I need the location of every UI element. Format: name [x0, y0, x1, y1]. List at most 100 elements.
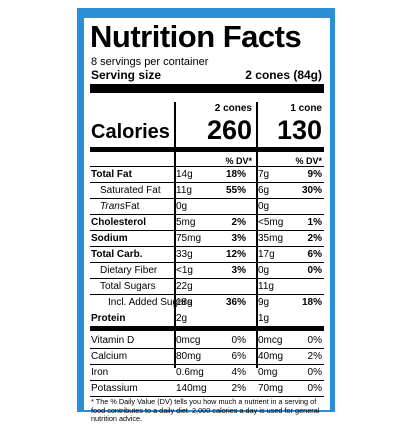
amount-1-cone: 70mg — [258, 383, 284, 394]
dv-1-cone: 2% — [307, 233, 322, 244]
dv-1-cone: 0% — [307, 335, 322, 346]
row-divider — [90, 246, 324, 247]
amount-2-cones: 0mcg — [176, 335, 201, 346]
nutrition-facts-panel: Nutrition Facts 8 servings per container… — [84, 18, 330, 423]
dv-2-cones: 18% — [225, 169, 246, 180]
thick-divider — [90, 84, 324, 93]
nutrient-row: Total Sugars 22g 11g — [90, 278, 324, 294]
dv-2-cones: 6% — [231, 351, 246, 362]
nutrient-row: Iron 0.6mg 4% 0mg 0% — [90, 364, 324, 380]
dv-2-cones: 0% — [231, 335, 246, 346]
amount-2-cones: 2g — [176, 313, 188, 324]
column-divider — [256, 102, 258, 368]
nutrient-row: Dietary Fiber <1g 3% 0g 0% — [90, 262, 324, 278]
amount-2-cones: 18g — [176, 297, 193, 308]
amount-2-cones: 33g — [176, 249, 193, 260]
nutrient-row: Incl. Added Sugars 18g 36% 9g 18% — [90, 294, 324, 310]
nutrient-name: Cholesterol — [91, 217, 147, 228]
nutrient-name: Calcium — [91, 351, 128, 362]
amount-2-cones: 14g — [176, 169, 193, 180]
nutrient-row: Total Fat 14g 18% 7g 9% — [90, 166, 324, 182]
serving-size-label: Serving size — [91, 68, 162, 82]
nutrient-name: Trans — [100, 201, 125, 212]
column-divider — [174, 102, 176, 368]
nutrient-name: Sodium — [91, 233, 128, 244]
nutrient-name: Total Sugars — [100, 281, 156, 292]
dv-header-2-cones: % DV* — [225, 156, 252, 166]
serving-size-value: 2 cones (84g) — [245, 68, 322, 82]
amount-2-cones: 5mg — [176, 217, 196, 228]
amount-2-cones: 140mg — [176, 383, 207, 394]
amount-1-cone: 1g — [258, 313, 270, 324]
dv-1-cone: 0% — [307, 383, 322, 394]
nutrient-row: Fat Trans 0g 0g — [90, 198, 324, 214]
amount-2-cones: 80mg — [176, 351, 202, 362]
row-divider — [90, 198, 324, 199]
nutrient-name-suffix: Fat — [125, 201, 140, 212]
row-divider — [90, 230, 324, 231]
dv-1-cone: 0% — [307, 367, 322, 378]
nutrient-name: Incl. Added Sugars — [108, 297, 192, 308]
amount-2-cones: 11g — [176, 185, 192, 196]
nutrient-row: Protein 2g 1g — [90, 310, 324, 326]
footnote-divider — [90, 396, 324, 397]
nutrient-row: Cholesterol 5mg 2% <5mg 1% — [90, 214, 324, 230]
dv-1-cone: 9% — [307, 169, 322, 180]
dv-1-cone: 0% — [307, 265, 322, 276]
nutrient-row: Sodium 75mg 3% 35mg 2% — [90, 230, 324, 246]
amount-1-cone: 35mg — [258, 233, 284, 244]
dv-1-cone: 2% — [307, 351, 322, 362]
amount-1-cone: 0g — [258, 265, 270, 276]
label-title: Nutrition Facts — [90, 19, 302, 54]
dv-2-cones: 3% — [231, 265, 246, 276]
amount-2-cones: 75mg — [176, 233, 202, 244]
row-divider — [90, 214, 324, 215]
calories-2-cones: 260 — [206, 115, 252, 145]
nutrient-name: Total Carb. — [91, 249, 143, 260]
amount-1-cone: 17g — [258, 249, 275, 260]
nutrient-row: Potassium 140mg 2% 70mg 0% — [90, 380, 324, 396]
dv-1-cone: 18% — [301, 297, 322, 308]
dv-2-cones: 55% — [225, 185, 246, 196]
amount-2-cones: 22g — [176, 281, 193, 292]
row-divider — [90, 348, 324, 349]
row-divider — [90, 278, 324, 279]
amount-2-cones: 0.6mg — [176, 367, 204, 378]
row-divider — [90, 380, 324, 381]
amount-1-cone: 0mg — [258, 367, 278, 378]
amount-1-cone: 7g — [258, 169, 270, 180]
dv-1-cone: 30% — [301, 185, 322, 196]
column-header-2-cones: 2 cones — [214, 103, 252, 114]
dv-2-cones: 2% — [231, 383, 246, 394]
nutrient-row: Saturated Fat 11g 55% 6g 30% — [90, 182, 324, 198]
row-divider — [90, 262, 324, 263]
nutrient-name: Total Fat — [91, 169, 132, 180]
calories-label: Calories — [91, 121, 170, 143]
nutrient-row: Total Carb. 33g 12% 17g 6% — [90, 246, 324, 262]
dv-2-cones: 4% — [231, 367, 246, 378]
dv-2-cones: 36% — [225, 297, 246, 308]
amount-1-cone: 11g — [258, 281, 274, 292]
servings-per-container: 8 servings per container — [91, 56, 209, 68]
amount-1-cone: 40mg — [258, 351, 284, 362]
row-divider — [90, 294, 324, 295]
amount-1-cone: 0g — [258, 201, 270, 212]
amount-1-cone: <5mg — [258, 217, 284, 228]
nutrient-row: Vitamin D 0mcg 0% 0mcg 0% — [90, 332, 324, 348]
dv-1-cone: 1% — [307, 217, 322, 228]
nutrient-name: Dietary Fiber — [100, 265, 158, 276]
nutrient-name: Potassium — [91, 383, 138, 394]
row-divider — [90, 364, 324, 365]
nutrient-row: Calcium 80mg 6% 40mg 2% — [90, 348, 324, 364]
footnote: * The % Daily Value (DV) tells you how m… — [91, 397, 320, 424]
dv-header-1-cone: % DV* — [295, 156, 322, 166]
dv-2-cones: 2% — [231, 217, 246, 228]
nutrient-name: Saturated Fat — [100, 185, 161, 196]
calories-1-cone: 130 — [276, 115, 322, 145]
row-divider — [90, 182, 324, 183]
column-header-1-cone: 1 cone — [290, 103, 322, 114]
dv-2-cones: 3% — [231, 233, 246, 244]
row-divider — [90, 166, 324, 167]
amount-2-cones: 0g — [176, 201, 188, 212]
nutrient-name: Vitamin D — [91, 335, 135, 346]
